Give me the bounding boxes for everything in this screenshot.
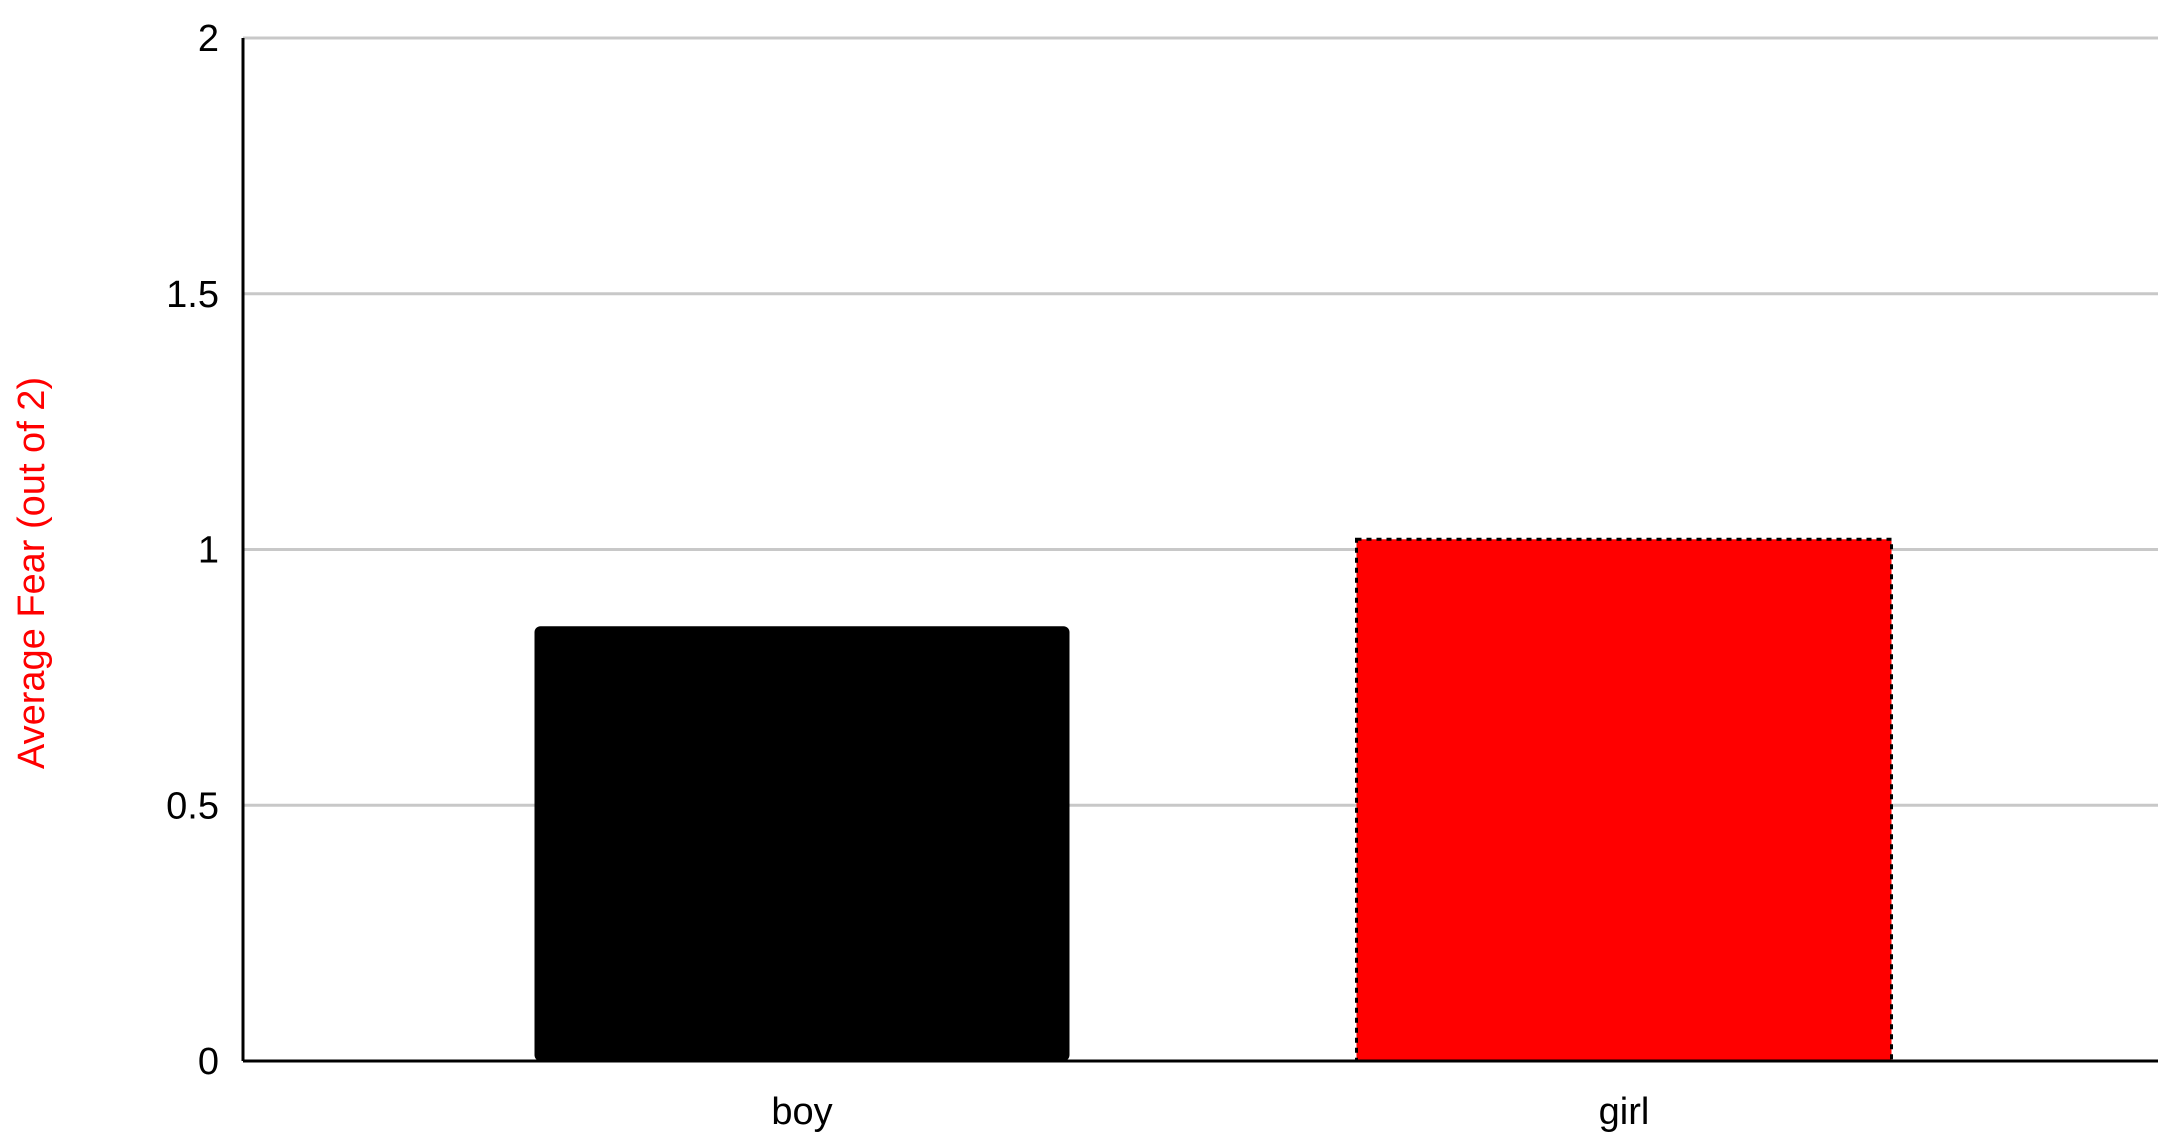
bar-girl xyxy=(1355,537,1893,1063)
y-tick-label-3: 1.5 xyxy=(166,274,219,316)
y-tick-labels: 0 0.5 1 1.5 2 xyxy=(166,18,219,1083)
bar-boy xyxy=(534,626,1070,1061)
x-tick-labels: boy girl xyxy=(771,1091,1649,1133)
y-tick-label-4: 2 xyxy=(198,18,219,60)
y-tick-label-2: 1 xyxy=(198,530,219,572)
y-tick-label-1: 0.5 xyxy=(166,785,219,827)
y-axis-title: Average Fear (out of 2) xyxy=(11,377,53,769)
x-tick-label-girl: girl xyxy=(1599,1091,1650,1133)
x-tick-label-boy: boy xyxy=(771,1091,832,1133)
axes xyxy=(241,38,2158,1063)
bars xyxy=(534,537,1893,1063)
y-tick-label-0: 0 xyxy=(198,1041,219,1083)
